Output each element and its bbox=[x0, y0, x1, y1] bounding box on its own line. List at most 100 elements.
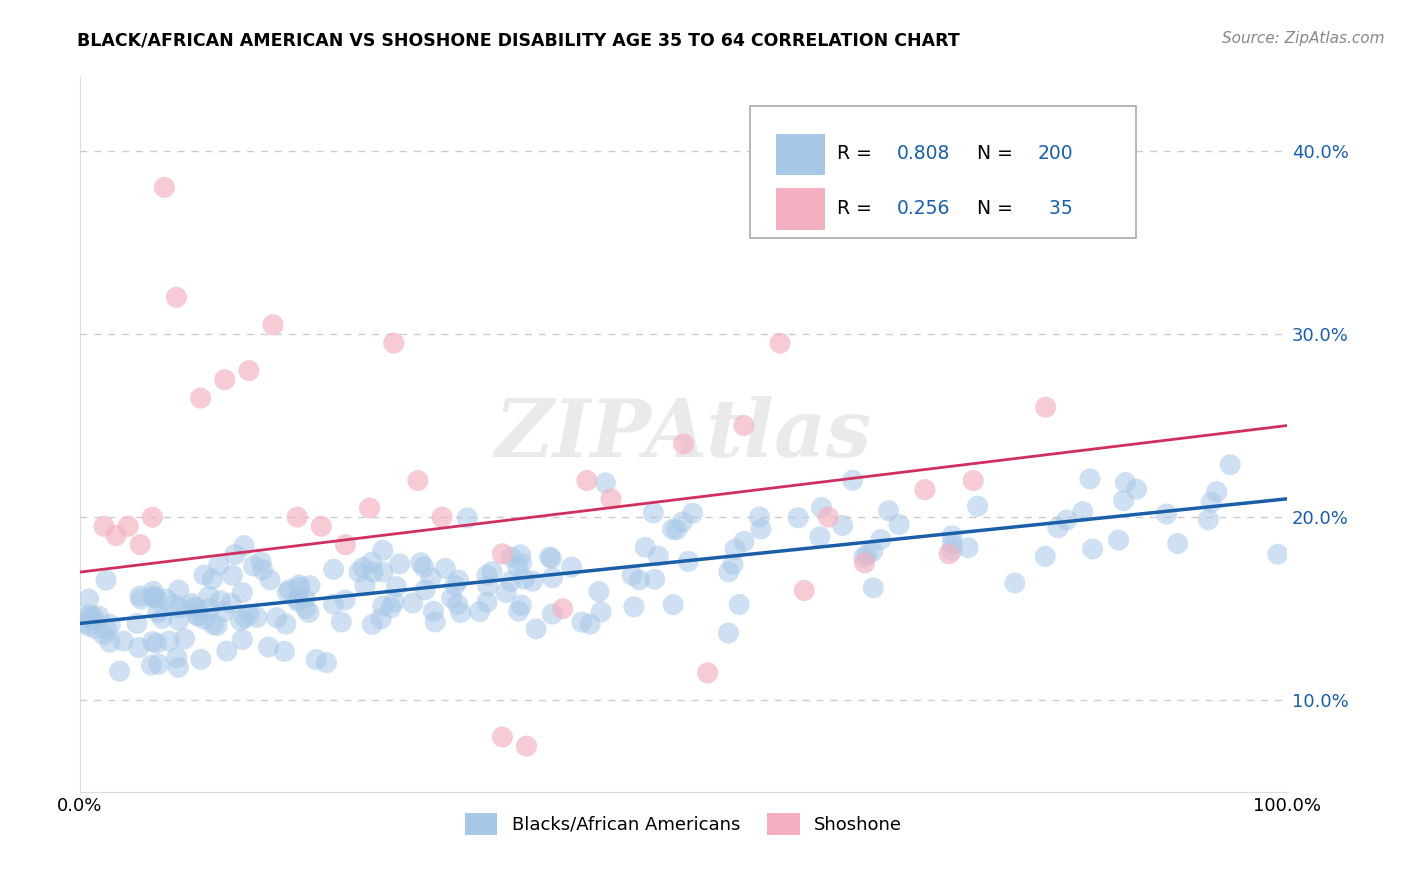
Point bbox=[142, 584, 165, 599]
Point bbox=[406, 474, 429, 488]
Point bbox=[129, 592, 152, 607]
Point bbox=[817, 510, 839, 524]
Point bbox=[862, 581, 884, 595]
Text: 0.256: 0.256 bbox=[897, 199, 950, 218]
Point bbox=[541, 571, 564, 585]
Point bbox=[841, 473, 863, 487]
Point bbox=[887, 517, 910, 532]
Point bbox=[87, 609, 110, 624]
Point bbox=[385, 580, 408, 594]
Point bbox=[721, 558, 744, 572]
Point bbox=[83, 610, 105, 624]
Point bbox=[1046, 521, 1069, 535]
Point bbox=[361, 617, 384, 632]
Point bbox=[77, 592, 100, 607]
Point bbox=[938, 547, 960, 561]
Point bbox=[551, 601, 574, 615]
Point bbox=[77, 619, 100, 633]
Point bbox=[509, 548, 531, 562]
Point bbox=[266, 610, 288, 624]
Point bbox=[125, 616, 148, 631]
FancyBboxPatch shape bbox=[749, 106, 1136, 238]
Point bbox=[169, 600, 191, 615]
Point bbox=[311, 519, 333, 533]
Point bbox=[477, 579, 499, 593]
Point bbox=[221, 568, 243, 582]
Point bbox=[672, 437, 695, 451]
Point bbox=[628, 573, 651, 587]
Point bbox=[447, 573, 470, 587]
Point bbox=[665, 523, 688, 537]
Point bbox=[96, 623, 118, 637]
Point bbox=[1035, 401, 1057, 415]
Point bbox=[769, 336, 792, 351]
Point bbox=[561, 560, 583, 574]
Point bbox=[914, 483, 936, 497]
Point bbox=[869, 533, 891, 547]
Point bbox=[440, 591, 463, 605]
Point bbox=[224, 548, 246, 562]
Point bbox=[380, 601, 402, 615]
Point bbox=[163, 598, 186, 612]
Point bbox=[214, 373, 236, 387]
Point bbox=[278, 582, 301, 597]
Point bbox=[285, 510, 308, 524]
Point bbox=[856, 548, 879, 562]
Point bbox=[647, 549, 669, 563]
Point bbox=[621, 568, 644, 582]
Point bbox=[957, 541, 980, 555]
Point bbox=[77, 611, 100, 625]
Point bbox=[748, 510, 770, 524]
Point bbox=[966, 499, 988, 513]
Point bbox=[360, 555, 382, 569]
Point bbox=[242, 558, 264, 573]
Point bbox=[371, 565, 394, 579]
Point bbox=[84, 622, 107, 636]
Point bbox=[1004, 576, 1026, 591]
Point bbox=[444, 578, 467, 592]
Point bbox=[422, 604, 444, 618]
Text: N =: N = bbox=[977, 199, 1019, 218]
Point bbox=[733, 534, 755, 549]
Point bbox=[333, 593, 356, 607]
Point bbox=[141, 510, 163, 524]
Point bbox=[1114, 475, 1136, 490]
Point bbox=[193, 568, 215, 582]
Point bbox=[506, 560, 529, 574]
Point bbox=[446, 598, 468, 612]
Point bbox=[250, 555, 273, 569]
Bar bbox=[776, 188, 825, 229]
Point bbox=[623, 599, 645, 614]
Point bbox=[347, 565, 370, 579]
Point bbox=[190, 652, 212, 666]
Point bbox=[142, 591, 165, 605]
Point bbox=[733, 418, 755, 433]
Point bbox=[93, 519, 115, 533]
Point bbox=[499, 574, 522, 589]
Point bbox=[382, 595, 405, 609]
Point bbox=[142, 634, 165, 648]
Point bbox=[588, 584, 610, 599]
Point bbox=[294, 601, 316, 615]
Point bbox=[491, 547, 513, 561]
Point bbox=[359, 500, 381, 515]
Point bbox=[941, 543, 963, 558]
Point bbox=[1056, 513, 1078, 527]
Point bbox=[173, 632, 195, 646]
Point bbox=[728, 598, 751, 612]
Point bbox=[370, 612, 392, 626]
Point bbox=[77, 607, 100, 622]
Point bbox=[238, 607, 260, 622]
Point bbox=[793, 583, 815, 598]
Point bbox=[1197, 513, 1219, 527]
Point bbox=[145, 591, 167, 606]
Point bbox=[671, 515, 693, 529]
Point bbox=[238, 363, 260, 377]
Point bbox=[298, 606, 321, 620]
Point bbox=[208, 558, 231, 572]
Point bbox=[288, 578, 311, 592]
Point bbox=[682, 506, 704, 520]
Point bbox=[231, 585, 253, 599]
Point bbox=[515, 739, 537, 754]
Point bbox=[808, 530, 831, 544]
